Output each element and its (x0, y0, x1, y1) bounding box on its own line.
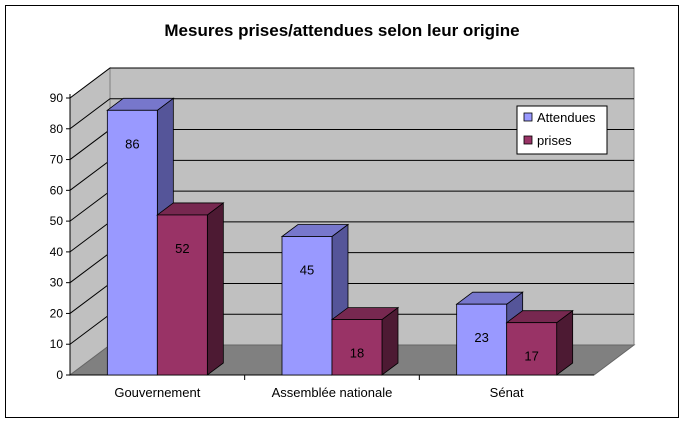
y-tick-label: 60 (50, 183, 64, 197)
x-tick-label: Gouvernement (114, 385, 200, 400)
plot-area: 0 10 20 30 40 50 60 70 80 90 Gouvernement Assemblée… (50, 67, 636, 400)
y-tick-label: 90 (50, 91, 64, 105)
data-label: 52 (175, 241, 189, 256)
y-tick-label: 30 (50, 276, 64, 290)
bar (106, 109, 158, 376)
gridline (69, 98, 634, 130)
legend-swatch-attendues (523, 112, 533, 122)
data-label: 45 (300, 263, 314, 278)
legend: Attendues prises (516, 105, 608, 155)
x-tick-label: Sénat (490, 385, 524, 400)
y-tick-label: 0 (56, 368, 63, 382)
x-tick-label: Assemblée nationale (272, 385, 393, 400)
bar (456, 303, 508, 376)
y-tick-label: 20 (50, 306, 64, 320)
legend-label-prises: prises (537, 133, 572, 148)
bar (281, 236, 333, 376)
gridline (69, 67, 634, 99)
legend-label-attendues: Attendues (537, 110, 596, 125)
data-label: 18 (350, 346, 364, 361)
bar-side (206, 202, 224, 376)
y-tick-label: 70 (50, 153, 64, 167)
bar (506, 322, 558, 376)
bar (156, 214, 208, 376)
data-label: 17 (524, 349, 538, 364)
bar (331, 319, 383, 376)
data-label: 23 (474, 330, 488, 345)
legend-swatch-prises (523, 135, 533, 145)
chart-title: Mesures prises/attendues selon leur orig… (164, 21, 519, 40)
y-tick-label: 50 (50, 214, 64, 228)
y-tick-label: 80 (50, 122, 64, 136)
y-tick-label: 10 (50, 337, 64, 351)
y-tick-label: 40 (50, 245, 64, 259)
data-label: 86 (125, 136, 139, 151)
